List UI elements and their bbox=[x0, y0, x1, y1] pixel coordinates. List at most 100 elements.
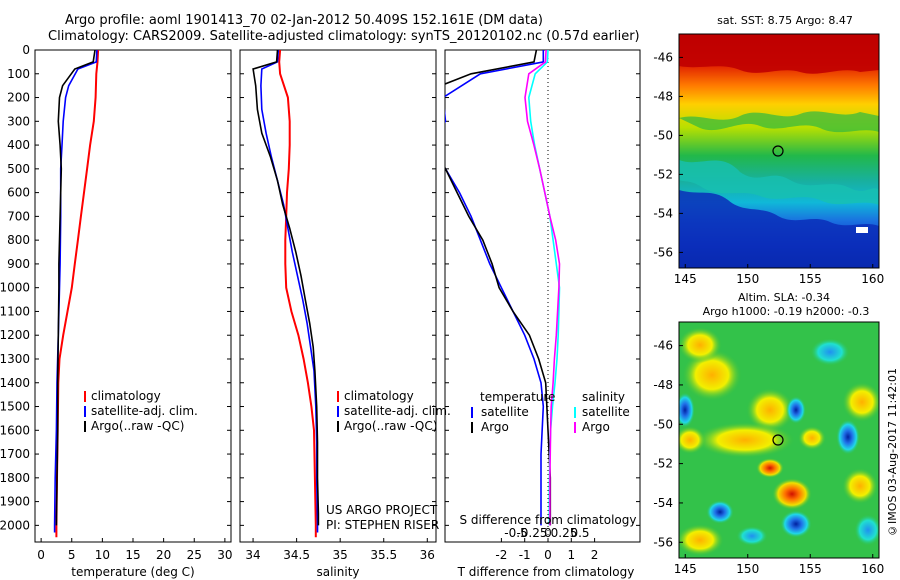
depth-tick-label: 1500 bbox=[0, 400, 30, 414]
map-y-tick-label: -54 bbox=[653, 206, 673, 220]
depth-tick-label: 700 bbox=[7, 209, 30, 223]
profile-panels: 0100200300400500600700800900100011001200… bbox=[0, 43, 641, 579]
depth-tick-label: 100 bbox=[7, 67, 30, 81]
series-line-argo bbox=[445, 50, 552, 526]
x-tick-label: 34.5 bbox=[283, 548, 310, 562]
x-tick-label: 35.5 bbox=[370, 548, 397, 562]
panel-frame bbox=[239, 49, 437, 543]
legend-label: climatology bbox=[91, 389, 161, 403]
x-tick-label: 1 bbox=[567, 548, 575, 562]
map-x-tick-label: 145 bbox=[674, 562, 697, 576]
map-x-tick-label: 150 bbox=[736, 272, 759, 286]
depth-tick-label: 600 bbox=[7, 186, 30, 200]
project-note: PI: STEPHEN RISER bbox=[326, 518, 439, 532]
map-y-tick-label: -56 bbox=[653, 245, 673, 259]
map-y-tick-label: -48 bbox=[653, 89, 673, 103]
x-axis-label: salinity bbox=[316, 565, 359, 579]
x-tick-label: 0 bbox=[37, 548, 45, 562]
x-axis-label: temperature (deg C) bbox=[71, 565, 194, 579]
panel-salinity bbox=[239, 49, 437, 543]
map-x-tick-label: 160 bbox=[861, 272, 884, 286]
depth-tick-label: 1800 bbox=[0, 471, 30, 485]
x-tick-label: 20 bbox=[156, 548, 171, 562]
x-tick-label: -1 bbox=[519, 548, 531, 562]
sst-map-title: sat. SST: 8.75 Argo: 8.47 bbox=[717, 14, 853, 27]
series-line-satellite-adj--clim- bbox=[260, 50, 319, 533]
x-axis-label: T difference from climatology bbox=[457, 565, 635, 579]
legend-label: Argo(..raw -QC) bbox=[344, 419, 437, 433]
depth-tick-label: 1000 bbox=[0, 281, 30, 295]
depth-tick-label: 900 bbox=[7, 257, 30, 271]
legend-label: satellite-adj. clim. bbox=[344, 404, 451, 418]
x-axis-label-salinity: S difference from climatology bbox=[460, 513, 637, 527]
series-group bbox=[445, 50, 561, 526]
legend-label: satellite-adj. clim. bbox=[91, 404, 198, 418]
x-tick-label-salinity: 0.25 bbox=[551, 526, 578, 540]
depth-tick-label: 1900 bbox=[0, 495, 30, 509]
x-tick-label-salinity: 0.5 bbox=[570, 526, 589, 540]
figure-title-line2: Climatology: CARS2009. Satellite-adjuste… bbox=[48, 29, 640, 44]
figure-title-line1: Argo profile: aoml 1901413_70 02-Jan-201… bbox=[65, 13, 543, 28]
map-y-tick-label: -48 bbox=[653, 378, 673, 392]
map-y-tick-label: -54 bbox=[653, 496, 673, 510]
series-group bbox=[252, 50, 320, 538]
series-line-climatology bbox=[278, 50, 317, 538]
depth-tick-label: 1300 bbox=[0, 352, 30, 366]
map-x-tick-label: 145 bbox=[674, 272, 697, 286]
legend-title: salinity bbox=[582, 390, 625, 404]
x-tick-label-salinity: -0.25 bbox=[516, 526, 547, 540]
legend-title: temperature bbox=[480, 390, 555, 404]
x-tick-label-salinity: -0.5 bbox=[504, 526, 527, 540]
x-tick-label: 35 bbox=[333, 548, 348, 562]
map-y-tick-label: -56 bbox=[653, 535, 673, 549]
argo-position-marker-sla bbox=[772, 434, 784, 446]
series-line-argo---raw--qc- bbox=[55, 50, 96, 526]
series-line-argo bbox=[524, 50, 561, 526]
sla-map-subtitle: Argo h1000: -0.19 h2000: -0.3 bbox=[703, 305, 870, 318]
panel-frame bbox=[34, 49, 232, 543]
legend-label: Argo(..raw -QC) bbox=[91, 419, 184, 433]
imos-credit: ©IMOS 03-Aug-2017 11:42:01 bbox=[886, 368, 899, 537]
depth-tick-label: 1100 bbox=[0, 304, 30, 318]
legend-label: Argo bbox=[582, 420, 610, 434]
map-y-tick-label: -52 bbox=[653, 457, 673, 471]
depth-tick-label: 1600 bbox=[0, 423, 30, 437]
x-tick-label: 34 bbox=[245, 548, 260, 562]
legend-label: climatology bbox=[344, 389, 414, 403]
map-y-tick-label: -52 bbox=[653, 167, 673, 181]
x-tick-label: 10 bbox=[95, 548, 110, 562]
x-tick-label-salinity: 0 bbox=[544, 526, 552, 540]
depth-tick-label: 200 bbox=[7, 91, 30, 105]
map-y-tick-label: -46 bbox=[653, 50, 673, 64]
sla-map-title: Altim. SLA: -0.34 bbox=[738, 291, 830, 304]
depth-tick-label: 500 bbox=[7, 162, 30, 176]
map-x-tick-label: 155 bbox=[799, 562, 822, 576]
x-tick-label: 15 bbox=[125, 548, 140, 562]
depth-tick-label: 300 bbox=[7, 114, 30, 128]
legend-label: Argo bbox=[481, 420, 509, 434]
x-tick-label: -2 bbox=[495, 548, 507, 562]
depth-tick-label: 1700 bbox=[0, 447, 30, 461]
x-tick-label: 36 bbox=[420, 548, 435, 562]
x-tick-label: 30 bbox=[217, 548, 232, 562]
depth-tick-label: 2000 bbox=[0, 518, 30, 532]
map-y-tick-label: -46 bbox=[653, 339, 673, 353]
depth-tick-label: 1200 bbox=[0, 328, 30, 342]
legend-label: satellite bbox=[582, 405, 630, 419]
x-tick-label: 2 bbox=[591, 548, 599, 562]
legend-label: satellite bbox=[481, 405, 529, 419]
depth-tick-label: 400 bbox=[7, 138, 30, 152]
x-tick-label: 5 bbox=[68, 548, 76, 562]
panel-differences bbox=[444, 49, 641, 543]
series-line-argo---raw--qc- bbox=[252, 50, 320, 526]
x-tick-label: 0 bbox=[544, 548, 552, 562]
series-line-satellite bbox=[445, 50, 545, 526]
depth-tick-label: 800 bbox=[7, 233, 30, 247]
map-x-tick-label: 155 bbox=[799, 272, 822, 286]
argo-position-marker bbox=[772, 145, 784, 157]
map-x-tick-label: 160 bbox=[861, 562, 884, 576]
map-y-tick-label: -50 bbox=[653, 417, 673, 431]
map-y-tick-label: -50 bbox=[653, 128, 673, 142]
